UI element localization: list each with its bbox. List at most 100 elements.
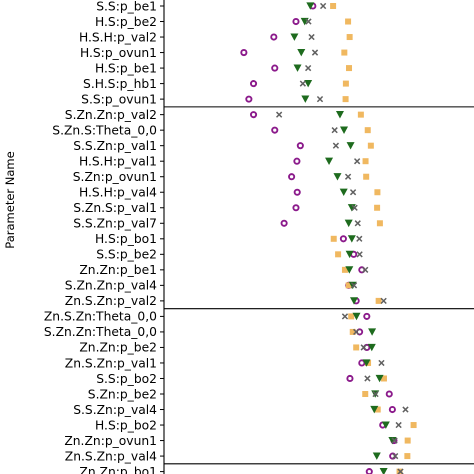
marker-x — [356, 251, 363, 258]
marker-circle — [346, 374, 354, 383]
marker-square — [380, 375, 387, 382]
marker-x-stroke — [372, 390, 379, 398]
marker-triangle-down — [375, 374, 384, 383]
marker-x-stroke — [380, 297, 387, 305]
marker-x-stroke — [305, 64, 312, 72]
marker-triangle-down — [340, 126, 349, 134]
marker-x — [380, 297, 387, 305]
marker-circle — [292, 17, 300, 26]
y-tick-label: Zn.S.Zn:p_val2 — [65, 294, 157, 308]
marker-square — [357, 111, 364, 118]
marker-x-stroke — [311, 49, 319, 56]
marker-x-stroke — [344, 173, 352, 180]
marker-circle — [388, 405, 396, 414]
marker-x-stroke — [392, 452, 399, 460]
marker-x — [372, 390, 379, 398]
marker-x-stroke — [305, 18, 312, 25]
marker-x — [350, 282, 358, 289]
y-tick-label: S.S:p_be1 — [96, 0, 157, 13]
marker-circle — [249, 111, 258, 119]
marker-triangle-down — [372, 452, 381, 460]
marker-triangle-down — [368, 328, 377, 336]
y-tick-label: S.S:p_be2 — [96, 248, 157, 262]
marker-triangle-down — [306, 2, 315, 10]
marker-x — [311, 49, 319, 56]
group-separators — [164, 106, 474, 465]
marker-square — [345, 18, 352, 25]
marker-circle — [363, 312, 371, 320]
marker-x-stroke — [275, 111, 283, 118]
marker-square — [363, 173, 370, 180]
marker-square — [367, 142, 374, 149]
marker-triangle-down — [370, 405, 379, 414]
marker-x-stroke — [356, 251, 363, 258]
y-axis-label: Parameter Name — [3, 151, 17, 248]
marker-square — [346, 34, 353, 41]
marker-x — [344, 173, 352, 180]
y-tick-label: S.Zn.Zn:p_val4 — [65, 279, 157, 293]
y-tick-label: Zn.Zn:p_be1 — [79, 263, 157, 277]
marker-circle — [288, 173, 296, 181]
marker-square — [335, 251, 342, 258]
marker-circle — [293, 157, 301, 165]
marker-x-stroke — [362, 266, 369, 273]
y-tick-label: S.Zn:p_be2 — [88, 387, 157, 401]
marker-x — [331, 127, 338, 134]
marker-triangle-down — [362, 359, 371, 367]
marker-x-stroke — [299, 80, 306, 87]
marker-triangle-down — [335, 111, 344, 119]
marker-square — [341, 49, 348, 56]
y-tick-label: H.S.H:p_val1 — [79, 155, 157, 169]
marker-circle — [358, 359, 366, 367]
y-tick-label: S.Zn.Zn:Theta_0,0 — [44, 325, 157, 339]
marker-triangle-down — [345, 266, 354, 274]
marker-x-stroke — [353, 158, 361, 165]
marker-circle — [296, 142, 304, 150]
marker-x — [378, 359, 385, 367]
y-tick-label: Zn.Zn:p_bo1 — [79, 465, 157, 474]
y-tick-label: H.S.H:p_val4 — [79, 186, 157, 200]
marker-x — [299, 80, 306, 87]
marker-x-stroke — [360, 344, 367, 351]
marker-square — [374, 189, 381, 196]
marker-square — [345, 282, 352, 289]
marker-x-stroke — [350, 282, 358, 289]
marker-square — [362, 158, 369, 165]
y-tick-label: H.S:p_be2 — [95, 15, 157, 29]
marker-triangle-down — [344, 219, 353, 228]
marker-triangle-down — [347, 235, 356, 243]
marker-circle — [365, 468, 373, 474]
marker-x — [402, 406, 409, 413]
marker-triangle-down — [381, 421, 390, 429]
y-tick-label: S.S.Zn:p_val4 — [73, 403, 157, 417]
marker-x-stroke — [349, 189, 357, 196]
marker-x-stroke — [316, 95, 324, 103]
marker-square — [410, 422, 417, 429]
marker-x — [392, 452, 399, 460]
marker-triangle-down — [379, 468, 388, 474]
y-tick-label: S.S.Zn:p_val7 — [73, 217, 157, 231]
marker-square — [342, 96, 349, 103]
marker-x — [395, 421, 402, 429]
marker-x — [275, 111, 283, 118]
marker-triangle-down — [388, 436, 397, 445]
marker-triangle-down — [367, 343, 376, 352]
marker-triangle-down — [339, 188, 348, 197]
marker-square — [348, 313, 355, 320]
marker-x — [332, 142, 340, 149]
marker-x-stroke — [351, 204, 358, 211]
data-markers — [240, 2, 417, 474]
marker-x-stroke — [332, 142, 340, 149]
y-tick-label: Zn.Zn:p_be2 — [79, 341, 157, 355]
marker-x-stroke — [353, 328, 360, 336]
marker-x — [305, 18, 312, 25]
marker-circle — [292, 204, 300, 212]
marker-square — [353, 344, 360, 351]
marker-circle — [339, 235, 347, 243]
marker-circle — [271, 126, 279, 134]
marker-x — [305, 64, 312, 72]
marker-square — [376, 220, 383, 227]
marker-circle — [249, 80, 258, 88]
